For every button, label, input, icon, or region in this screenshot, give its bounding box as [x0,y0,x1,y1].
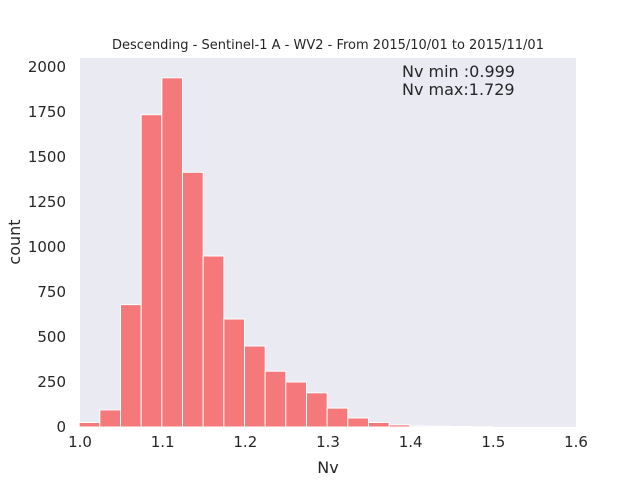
chart-title: Descending - Sentinel-1 A - WV2 - From 2… [112,38,544,53]
histogram-bar [306,392,328,428]
x-tick-label: 1.6 [564,433,588,451]
histogram-bar [347,417,370,428]
x-axis-ticks: 1.0 1.1 1.2 1.3 1.4 1.5 1.6 [68,433,588,451]
histogram-bar [430,425,452,428]
histogram-bar [264,370,287,428]
histogram-bar [161,77,184,428]
x-tick-label: 1.4 [399,433,423,451]
y-axis-ticks: 0 250 500 750 1000 1250 1500 1750 2000 [28,58,66,436]
histogram-bar [223,318,246,428]
y-tick-label: 500 [37,328,66,346]
histogram-bar [368,422,390,428]
y-tick-label: 1000 [28,238,66,256]
histogram-bars [78,77,494,428]
y-tick-label: 1750 [28,103,66,121]
histogram-bar [202,255,225,428]
y-tick-label: 1500 [28,148,66,166]
x-tick-label: 1.2 [233,433,257,451]
x-tick-label: 1.5 [481,433,505,451]
y-tick-label: 1250 [28,193,66,211]
x-tick-label: 1.1 [151,433,175,451]
histogram-bar [326,407,349,428]
x-tick-label: 1.3 [316,433,340,451]
histogram-bar [140,114,163,428]
histogram-bar [99,409,122,428]
x-axis-label: Nv [317,458,338,477]
histogram-bar [78,422,101,428]
histogram-bar [182,171,204,428]
histogram-bar [388,424,411,428]
x-tick-label: 1.0 [68,433,92,451]
y-tick-label: 0 [56,418,66,436]
histogram-bar [120,304,142,428]
histogram-bar [409,425,432,428]
y-tick-label: 2000 [28,58,66,76]
histogram-bar [285,381,308,428]
y-axis-label: count [5,219,24,264]
y-tick-label: 250 [37,373,66,391]
nv-max-annotation: Nv max:1.729 [402,80,515,99]
y-tick-label: 750 [37,283,66,301]
nv-min-annotation: Nv min :0.999 [402,62,515,81]
histogram-bar [244,345,266,428]
